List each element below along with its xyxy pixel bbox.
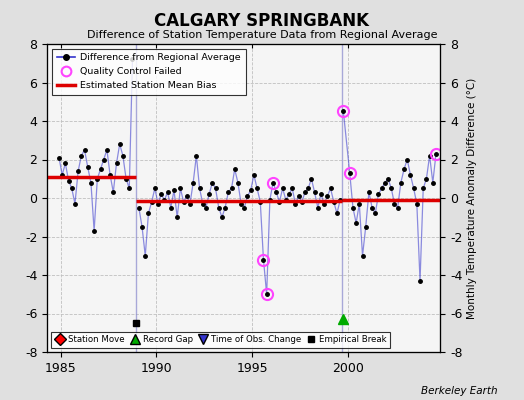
Text: Berkeley Earth: Berkeley Earth xyxy=(421,386,498,396)
Legend: Station Move, Record Gap, Time of Obs. Change, Empirical Break: Station Move, Record Gap, Time of Obs. C… xyxy=(51,332,390,348)
Text: CALGARY SPRINGBANK: CALGARY SPRINGBANK xyxy=(155,12,369,30)
Y-axis label: Monthly Temperature Anomaly Difference (°C): Monthly Temperature Anomaly Difference (… xyxy=(466,77,476,319)
Text: Difference of Station Temperature Data from Regional Average: Difference of Station Temperature Data f… xyxy=(87,30,437,40)
